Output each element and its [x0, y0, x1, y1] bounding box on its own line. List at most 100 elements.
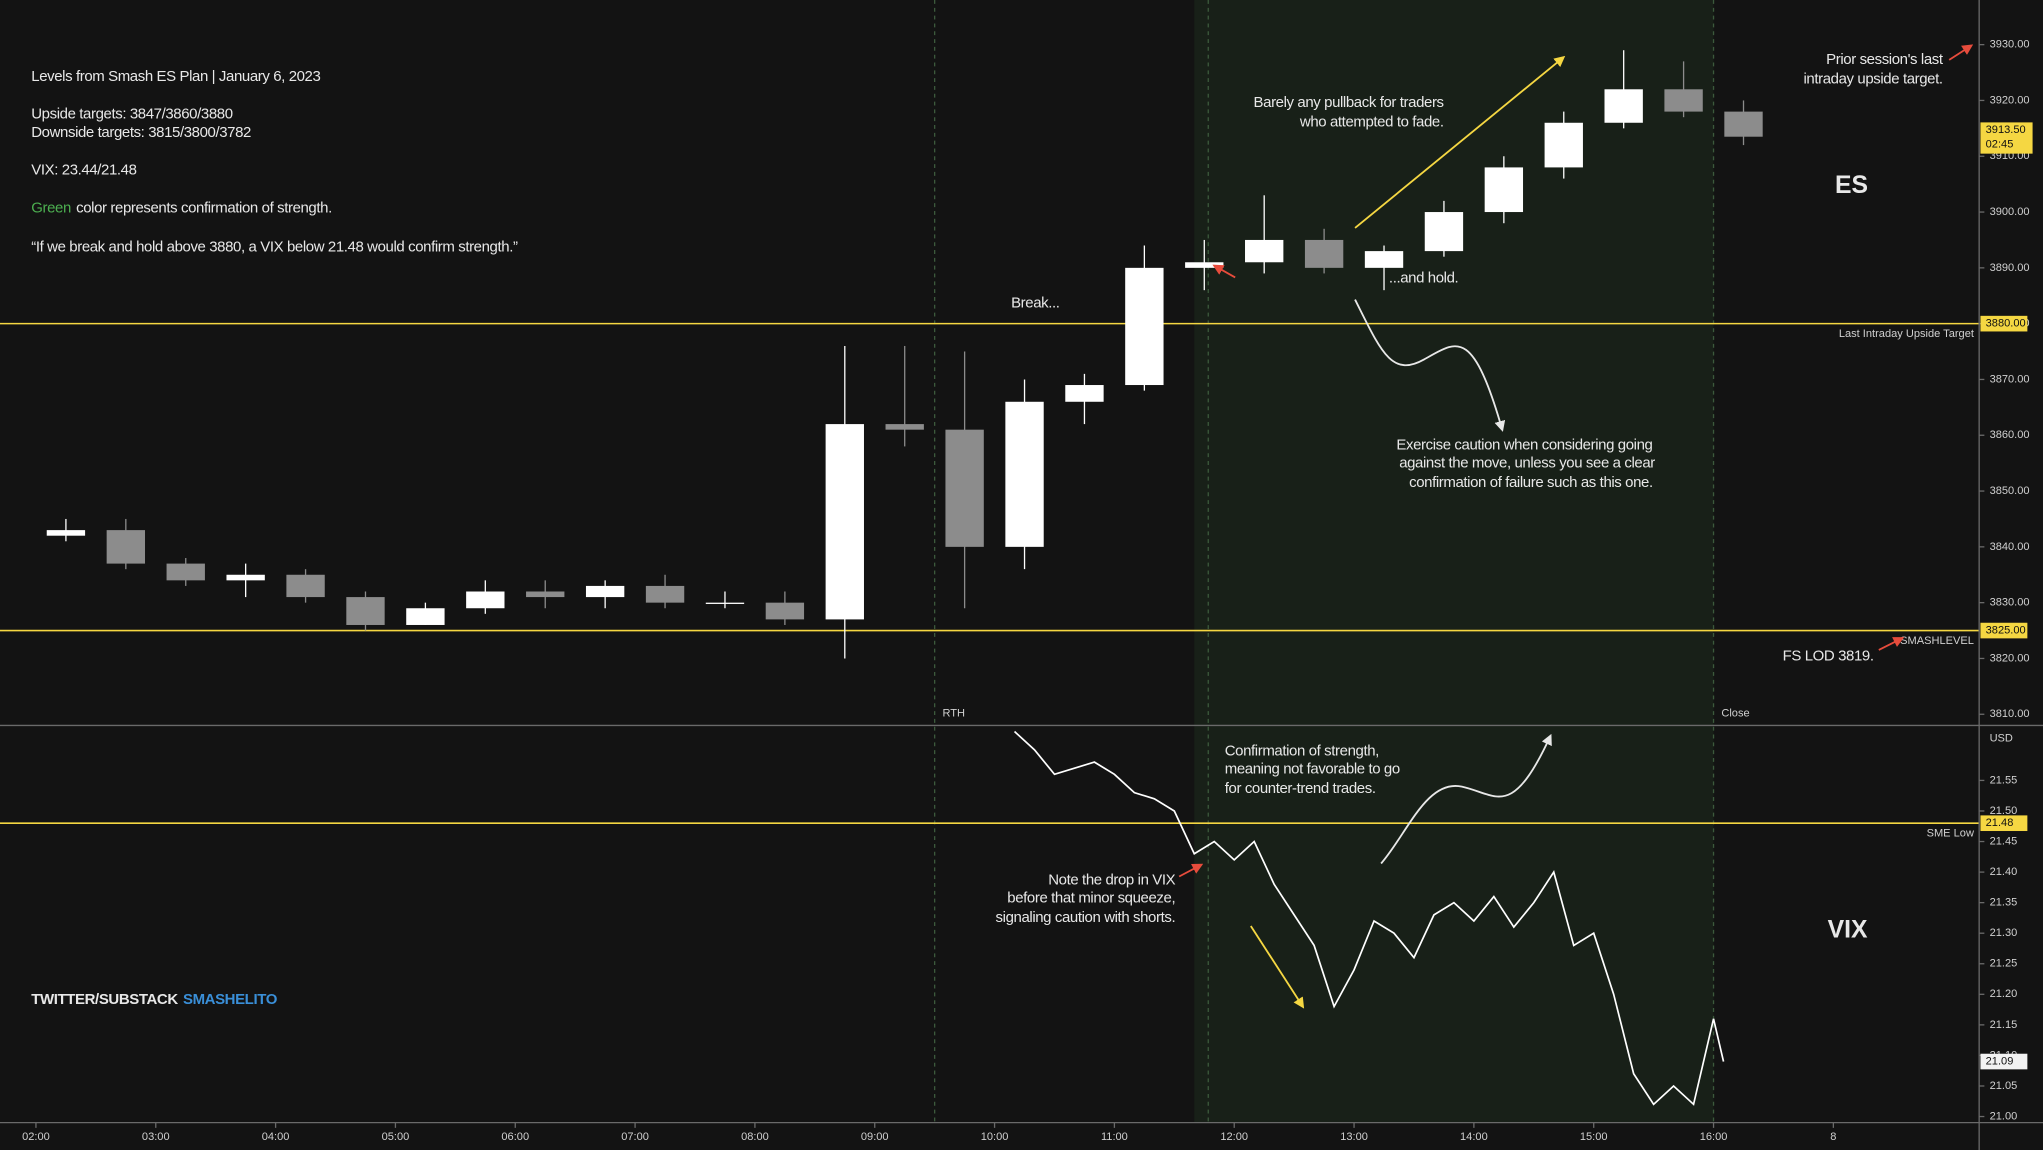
upside: Upside targets: 3847/3860/3880	[31, 106, 232, 123]
level-name: Last Intraday Upside Target	[1839, 328, 1974, 340]
candle-body	[1005, 401, 1044, 547]
line: Barely any pullback for traders	[1254, 94, 1444, 111]
candle-body	[1604, 89, 1643, 123]
y-tick-label: 21.40	[1990, 866, 2018, 878]
level-label: 21.48	[1986, 817, 2014, 829]
x-tick-label: 03:00	[142, 1131, 170, 1143]
y-tick-label: 21.55	[1990, 774, 2018, 786]
y-tick-label: 21.20	[1990, 988, 2018, 1000]
candle-body	[825, 424, 864, 620]
y-tick-label: 21.25	[1990, 958, 2018, 970]
vix-drop-note: Note the drop in VIX before that minor sq…	[996, 871, 1176, 926]
candle-body	[166, 563, 205, 581]
level-label: 3880.00	[1986, 318, 2026, 330]
x-tick-label: 16:00	[1700, 1131, 1728, 1143]
candle-body	[46, 530, 86, 536]
candle-body	[585, 585, 625, 598]
x-tick-label: 05:00	[382, 1131, 410, 1143]
y-tick-label: 3900.00	[1990, 206, 2030, 218]
currency: USD	[1990, 732, 2013, 744]
x-tick-label: 06:00	[501, 1131, 529, 1143]
candle-body	[226, 574, 265, 581]
session-label: RTH	[942, 708, 965, 720]
line: Exercise caution when considering going	[1396, 436, 1652, 453]
y-tick-label: 21.45	[1990, 835, 2018, 847]
confirm-note: Confirmation of strength, meaning not fav…	[1225, 742, 1400, 797]
line: intraday upside target.	[1804, 70, 1943, 87]
y-tick-label: 21.15	[1990, 1019, 2018, 1031]
vix-levels: VIX: 23.44/21.48	[31, 162, 136, 179]
candle-body	[346, 597, 385, 625]
hold-note: ...and hold.	[1389, 270, 1458, 287]
green-text: color represents confirmation of strengt…	[76, 199, 332, 216]
green-word: Green	[31, 199, 71, 216]
pullback-note: Barely any pullback for traders who attem…	[1254, 94, 1444, 131]
x-tick-label: 04:00	[262, 1131, 290, 1143]
candle-body	[765, 602, 805, 620]
candle-body	[885, 424, 924, 430]
candle-body	[1664, 89, 1703, 112]
line: Prior session's last	[1826, 51, 1944, 68]
arrow	[1354, 55, 1566, 229]
arrow	[1878, 637, 1905, 651]
x-tick-label: 10:00	[981, 1131, 1009, 1143]
y-tick-label: 3860.00	[1990, 429, 2030, 441]
plan-notes: Levels from Smash ES Plan | January 6, 2…	[31, 68, 518, 1008]
arrow	[1380, 733, 1552, 865]
y-tick-label: 3810.00	[1990, 708, 2030, 720]
y-tick-label: 21.00	[1990, 1110, 2018, 1122]
candle-body	[526, 591, 565, 598]
arrow	[1212, 264, 1236, 279]
social: TWITTER/SUBSTACK SMASHELITO	[31, 991, 277, 1008]
level-name: SMASHLEVEL	[1900, 635, 1974, 647]
candle-body	[645, 585, 685, 603]
x-tick-label: 14:00	[1460, 1131, 1488, 1143]
candle-body	[945, 429, 984, 547]
arrow	[1250, 925, 1305, 1009]
downside: Downside targets: 3815/3800/3782	[31, 124, 251, 141]
y-tick-label: 3920.00	[1990, 94, 2030, 106]
line: Confirmation of strength,	[1225, 742, 1379, 759]
y-tick-label: 3930.00	[1990, 39, 2030, 51]
y-tick-label: 3910.00	[1990, 150, 2030, 162]
es-label: ES	[1835, 172, 1868, 199]
candle-body	[705, 602, 745, 604]
y-tick-label: 21.50	[1990, 805, 2018, 817]
y-tick-label: 3820.00	[1990, 652, 2030, 664]
x-tick-label: 15:00	[1580, 1131, 1608, 1143]
candle-body	[1304, 239, 1344, 268]
arrow	[1948, 44, 1974, 61]
countdown: 02:45	[1986, 138, 2014, 150]
last-price-tag	[1980, 122, 2033, 154]
level-tag	[1980, 622, 2028, 639]
level-tag	[1980, 315, 2028, 332]
level-label: 3825.00	[1986, 624, 2026, 636]
candle-body	[1364, 251, 1404, 268]
line: before that minor squeeze,	[1007, 890, 1175, 907]
candle-body	[106, 530, 146, 564]
arrows	[1178, 44, 1974, 1009]
candle-body	[466, 591, 505, 609]
y-tick-label: 3840.00	[1990, 541, 2030, 553]
x-tick-label: 09:00	[861, 1131, 889, 1143]
candle-body	[1724, 111, 1763, 137]
arrow	[1178, 863, 1204, 878]
x-tick-label: 07:00	[621, 1131, 649, 1143]
candle-body	[1544, 122, 1583, 168]
y-tick-label: 21.05	[1990, 1080, 2018, 1092]
candle-body	[1484, 167, 1524, 213]
candle-body	[1185, 262, 1224, 268]
y-tick-label: 3870.00	[1990, 373, 2030, 385]
vix-line	[1013, 730, 1725, 1106]
fslod-note: FS LOD 3819.	[1783, 647, 1874, 664]
x-tick-label: 02:00	[22, 1131, 50, 1143]
line: meaning not favorable to go	[1225, 761, 1400, 778]
y-tick-label: 3830.00	[1990, 597, 2030, 609]
vix-label: VIX	[1828, 917, 1868, 944]
y-tick-label: 21.30	[1990, 927, 2018, 939]
line: who attempted to fade.	[1299, 113, 1444, 130]
line: for counter-trend trades.	[1225, 780, 1376, 797]
break-note: Break...	[1011, 294, 1059, 311]
